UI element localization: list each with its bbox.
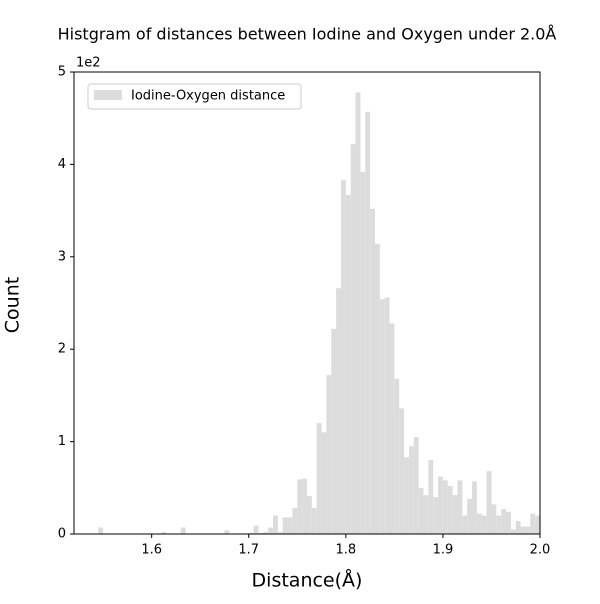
y-tick-label: 5	[58, 65, 66, 80]
histogram-bar	[287, 517, 293, 534]
histogram-bar	[161, 532, 167, 534]
histogram-bar	[496, 515, 502, 534]
histogram-bar	[442, 480, 448, 534]
histogram-bar	[413, 436, 419, 534]
histogram-bar	[438, 476, 443, 534]
legend-label: Iodine-Oxygen distance	[131, 89, 285, 104]
histogram-bar	[316, 423, 322, 534]
histogram-bar	[297, 479, 303, 534]
histogram-bar	[263, 532, 269, 534]
histogram-bar	[282, 517, 288, 534]
histogram-bar	[292, 508, 298, 534]
histogram-bar	[404, 457, 409, 534]
y-tick-label: 2	[58, 342, 66, 357]
histogram-bar	[355, 92, 361, 534]
histogram-bar	[268, 527, 274, 534]
y-tick-label: 1	[58, 434, 66, 449]
y-tick-label: 3	[58, 249, 66, 264]
histogram-bar	[476, 513, 482, 534]
histogram-bar	[481, 515, 487, 534]
histogram-bar	[486, 471, 492, 534]
y-offset-label: 1e2	[76, 56, 101, 71]
legend-box	[87, 83, 302, 110]
x-tick-label: 1.7	[238, 543, 259, 558]
legend-swatch	[94, 90, 122, 100]
histogram-bar	[374, 243, 380, 534]
histogram-bar	[379, 299, 385, 534]
histogram-bar	[447, 485, 453, 534]
histogram-bar	[452, 495, 458, 534]
x-tick-label: 2.0	[530, 543, 551, 558]
histogram-bar	[399, 408, 405, 534]
histogram-bar	[501, 509, 507, 534]
histogram-bar	[350, 144, 356, 534]
histogram-bar	[302, 478, 307, 534]
histogram-bar	[472, 481, 477, 534]
histogram-bar	[433, 497, 439, 534]
histogram-bar	[180, 527, 186, 534]
histogram-bar	[457, 480, 463, 534]
histogram-bar	[491, 504, 497, 534]
histogram-bar	[331, 328, 337, 534]
histogram-bar	[467, 498, 473, 534]
histogram-bar	[506, 511, 511, 534]
histogram-bar	[224, 530, 230, 534]
histogram-bar	[428, 460, 434, 534]
histogram-bar	[370, 208, 375, 534]
histogram-bar	[98, 527, 104, 534]
y-tick-label: 4	[58, 157, 66, 172]
x-tick-label: 1.8	[335, 543, 356, 558]
chart-title: Histgram of distances between Iodine and…	[58, 25, 557, 44]
x-axis-label: Distance(Å)	[252, 569, 363, 592]
histogram-bar	[360, 171, 366, 535]
histogram-bar	[336, 288, 341, 534]
histogram-bar	[535, 515, 540, 534]
x-tick-label: 1.6	[141, 543, 162, 558]
histogram-bar	[307, 496, 312, 534]
histogram-bar	[462, 515, 468, 534]
histogram-bar	[326, 375, 332, 534]
histogram-bar	[340, 180, 346, 534]
histogram-bar	[277, 532, 283, 534]
y-axis-label: Count	[2, 277, 24, 333]
histogram-bar	[321, 432, 327, 534]
histogram-bar	[365, 111, 371, 535]
histogram-bar	[273, 515, 278, 534]
histogram-bar	[525, 526, 531, 534]
histogram-bar	[345, 194, 351, 534]
histogram-bar	[384, 297, 390, 534]
histogram-bar	[530, 513, 536, 534]
y-tick-label: 0	[58, 527, 66, 542]
histogram-bar	[389, 323, 395, 534]
histogram-bar	[423, 495, 429, 534]
histogram-bar	[418, 487, 424, 534]
histogram-bar	[311, 508, 317, 534]
plot-frame	[73, 71, 541, 535]
histogram-bar	[408, 446, 414, 534]
histogram-bar	[510, 529, 516, 534]
x-tick-label: 1.9	[433, 543, 454, 558]
histogram-bar	[515, 521, 521, 534]
histogram-bar	[394, 378, 400, 534]
histogram-bar	[520, 526, 526, 534]
histogram-bar	[253, 525, 259, 534]
